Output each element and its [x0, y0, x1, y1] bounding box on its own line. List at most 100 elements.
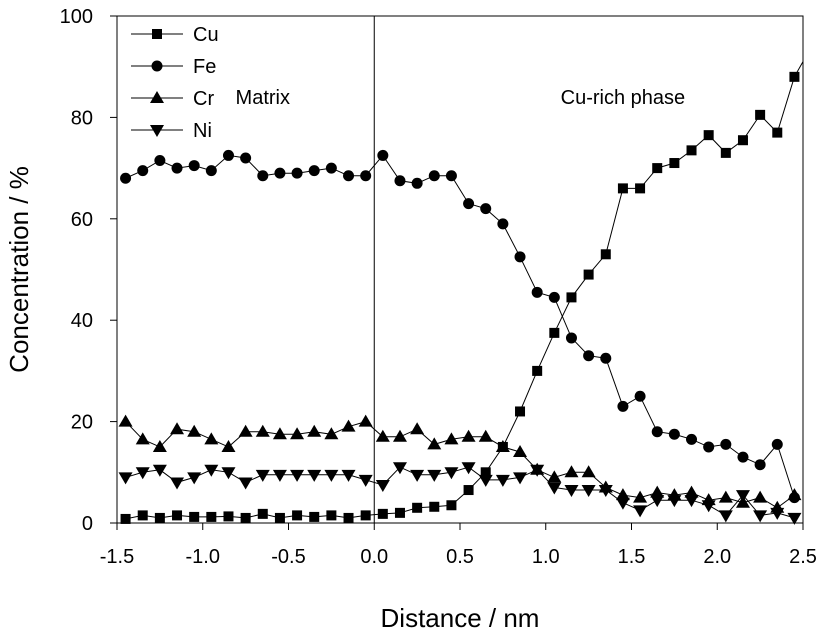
data-point-cr: [684, 485, 699, 498]
data-point-fe: [360, 170, 372, 182]
data-point-fe: [394, 175, 406, 187]
data-point-cu: [566, 292, 577, 303]
data-point-ni: [272, 469, 287, 482]
data-point-cr: [341, 419, 356, 432]
series-line-cr: [125, 421, 795, 509]
legend-label-fe: Fe: [193, 56, 216, 78]
legend-marker-cu: [152, 29, 162, 39]
series-ni: [118, 462, 802, 525]
data-point-ni: [187, 472, 202, 485]
x-tick-label: 1.5: [618, 546, 646, 568]
data-point-fe: [720, 438, 732, 450]
data-point-ni: [255, 469, 270, 482]
data-point-fe: [343, 170, 355, 182]
y-tick-label: 100: [60, 6, 93, 28]
data-point-cu: [172, 510, 183, 521]
data-point-fe: [445, 170, 457, 182]
data-point-cu: [377, 508, 388, 519]
data-point-ni: [598, 485, 613, 498]
data-point-cu: [274, 512, 285, 523]
data-point-cr: [564, 465, 579, 478]
data-point-ni: [547, 482, 562, 495]
data-point-fe: [531, 286, 543, 298]
data-point-ni: [152, 464, 167, 477]
data-point-fe: [565, 332, 577, 344]
data-point-ni: [358, 474, 373, 487]
data-point-ni: [410, 469, 425, 482]
data-point-fe: [240, 152, 252, 164]
data-point-cr: [444, 432, 459, 445]
data-point-cu: [617, 183, 628, 194]
data-point-ni: [770, 507, 785, 520]
data-point-ni: [753, 510, 768, 523]
data-point-cr: [204, 432, 219, 445]
data-point-ni: [324, 469, 339, 482]
data-point-cu: [703, 130, 714, 141]
data-point-cu: [309, 511, 320, 522]
data-point-cu: [257, 508, 268, 519]
data-point-fe: [154, 154, 166, 166]
y-axis-title: Concentration / %: [4, 166, 34, 373]
data-point-fe: [497, 218, 509, 230]
data-point-fe: [257, 170, 269, 182]
data-point-ni: [118, 472, 133, 485]
x-tick-label: 2.0: [703, 546, 731, 568]
data-point-fe: [428, 170, 440, 182]
data-point-cr: [152, 439, 167, 452]
data-point-cu: [223, 511, 234, 522]
data-point-ni: [495, 474, 510, 487]
data-point-cr: [307, 424, 322, 437]
data-point-cu: [240, 512, 251, 523]
data-point-cu: [652, 163, 663, 174]
legend-label-ni: Ni: [193, 120, 212, 142]
data-point-fe: [703, 441, 715, 453]
data-point-cr: [135, 432, 150, 445]
data-point-cr: [650, 485, 665, 498]
data-point-cu: [600, 249, 611, 260]
data-point-ni: [581, 485, 596, 498]
data-point-cu: [326, 510, 337, 521]
data-point-cu: [446, 500, 457, 511]
data-point-cu: [412, 502, 423, 513]
x-tick-label: 0.0: [360, 546, 388, 568]
x-tick-label: 1.0: [532, 546, 560, 568]
data-point-cr: [410, 422, 425, 435]
data-point-ni: [735, 490, 750, 503]
data-point-ni: [307, 469, 322, 482]
data-point-ni: [564, 485, 579, 498]
data-point-fe: [137, 165, 149, 177]
data-point-cr: [170, 422, 185, 435]
data-point-fe: [686, 433, 698, 445]
legend-label-cu: Cu: [193, 24, 219, 46]
series-line-fe: [125, 154, 795, 498]
data-point-cu: [549, 327, 560, 338]
data-point-cr: [358, 414, 373, 427]
data-point-cu: [360, 510, 371, 521]
plot-frame: [116, 15, 804, 524]
data-point-fe: [205, 165, 217, 177]
series-cu: [120, 61, 804, 524]
x-tick-label: 2.5: [789, 546, 817, 568]
data-point-cu: [772, 127, 783, 138]
data-point-fe: [171, 162, 183, 174]
legend-item-fe: Fe: [131, 56, 216, 78]
data-point-cr: [324, 427, 339, 440]
data-point-ni: [461, 462, 476, 475]
data-point-cu: [789, 71, 800, 82]
data-point-cr: [581, 465, 596, 478]
data-point-fe: [651, 426, 663, 438]
data-point-cr: [478, 429, 493, 442]
data-point-cr: [187, 424, 202, 437]
data-point-cr: [547, 470, 562, 483]
data-point-ni: [135, 467, 150, 480]
data-point-cu: [463, 485, 474, 496]
data-point-cu: [480, 467, 491, 478]
data-point-ni: [375, 479, 390, 492]
data-point-fe: [668, 428, 680, 440]
data-point-ni: [238, 477, 253, 490]
data-point-ni: [667, 495, 682, 508]
data-point-fe: [274, 167, 286, 179]
legend-marker-cr: [150, 91, 164, 103]
x-axis-title: Distance / nm: [381, 603, 540, 633]
data-point-ni: [530, 464, 545, 477]
